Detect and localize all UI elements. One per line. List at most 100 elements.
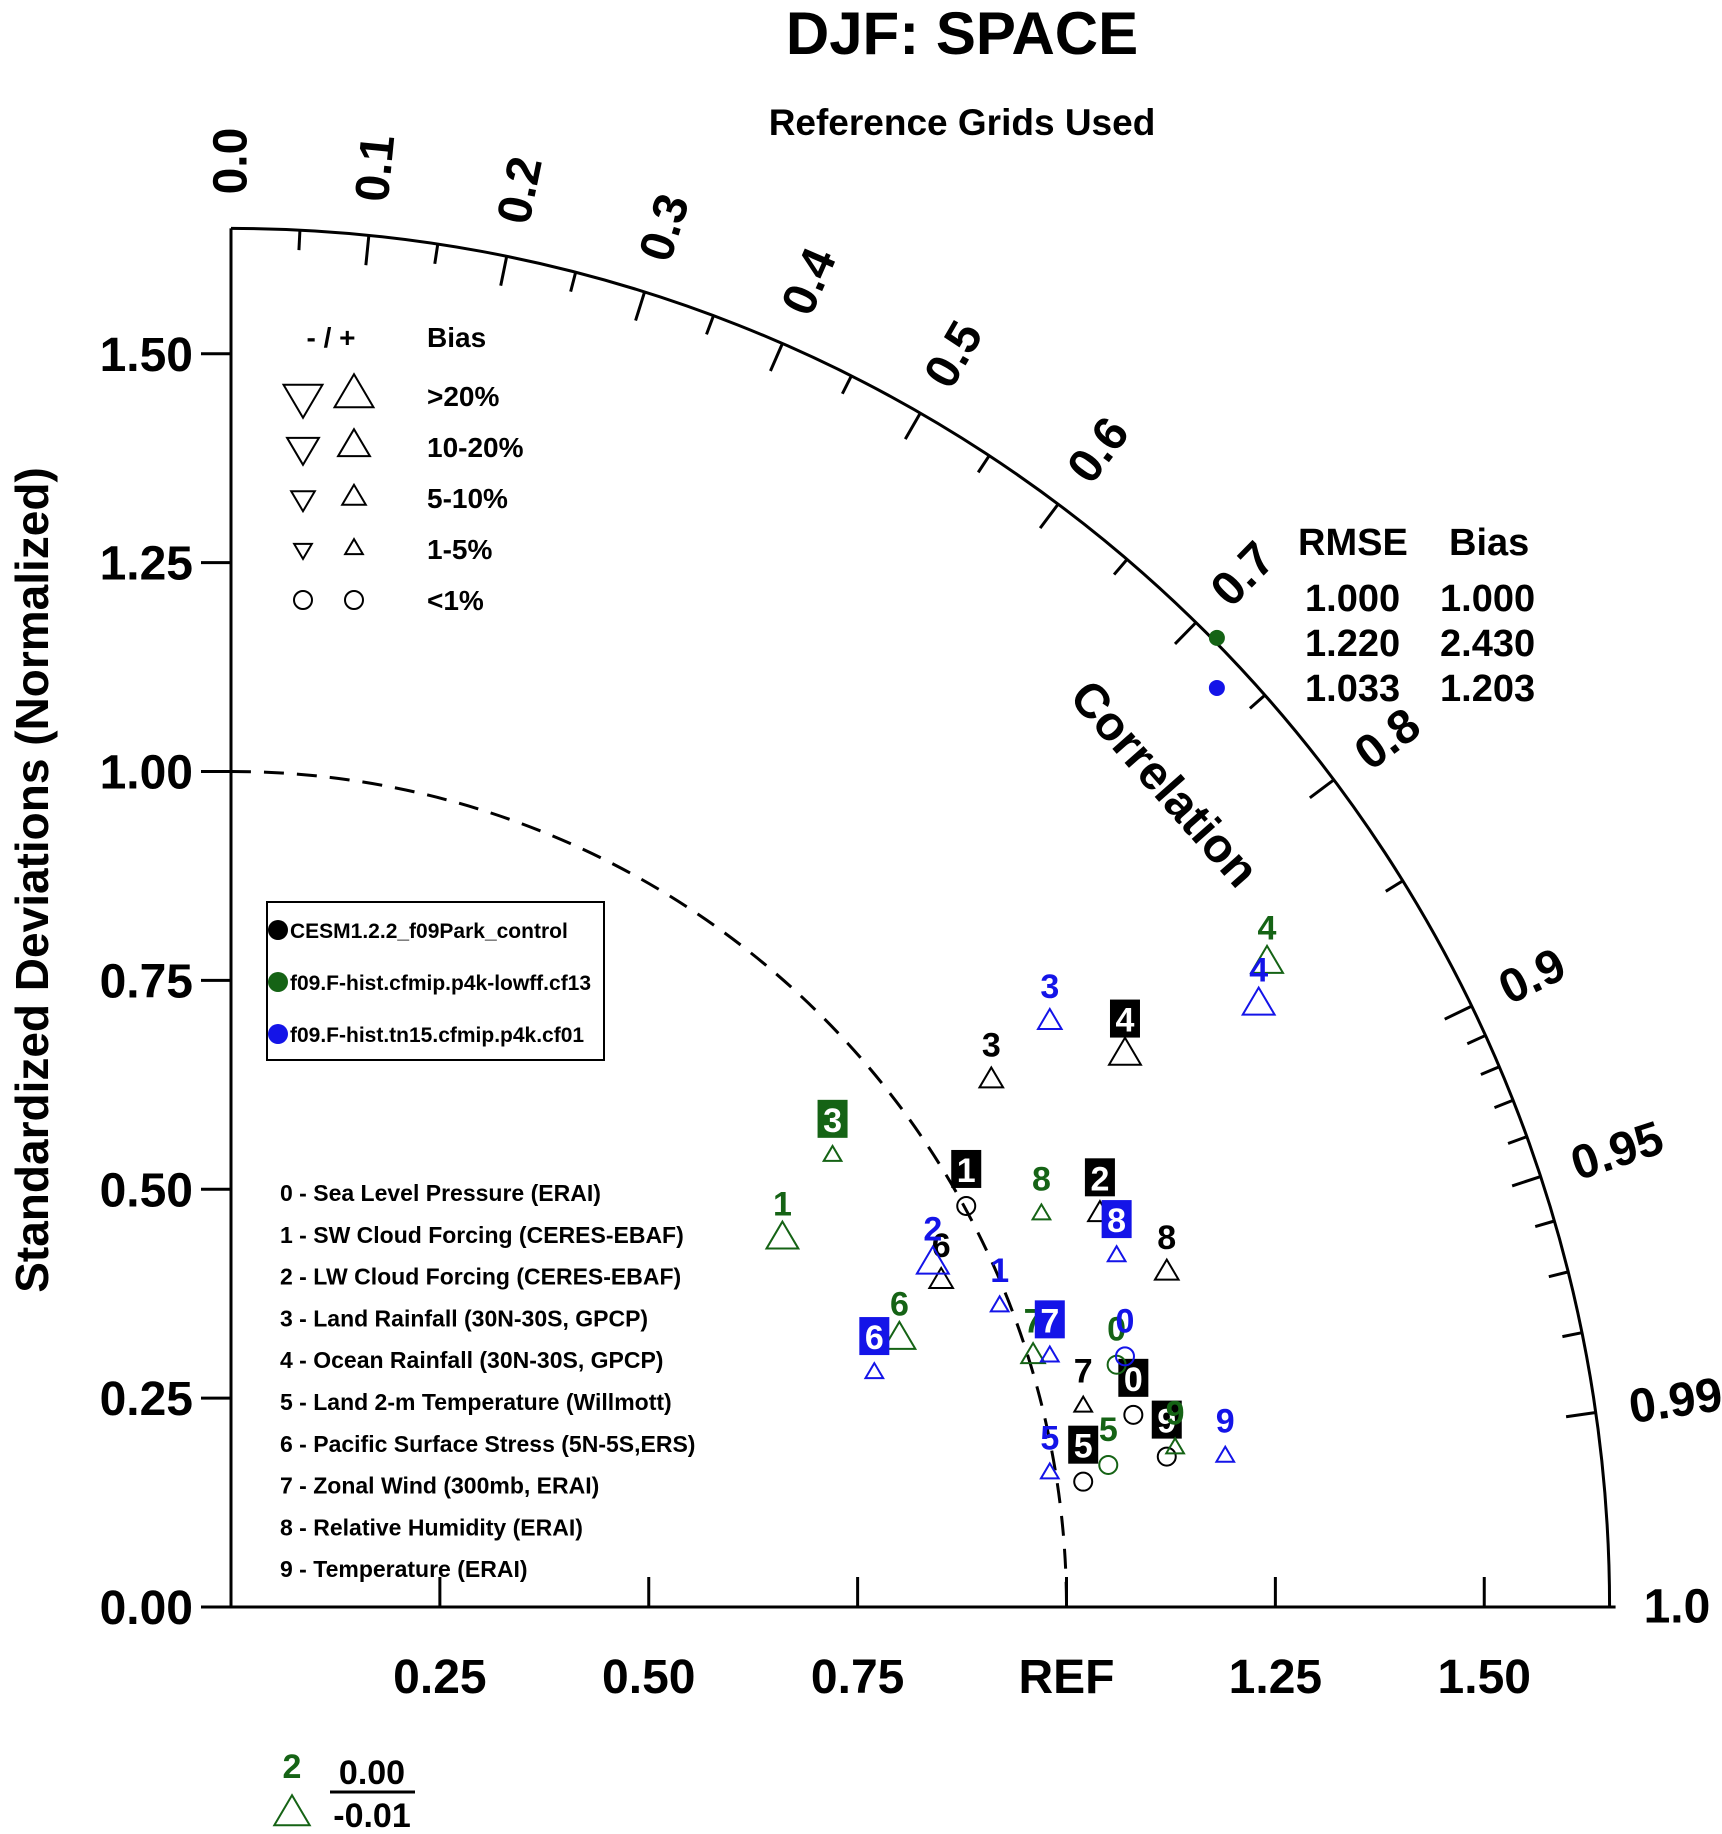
variable-legend-item: 1 - SW Cloud Forcing (CERES-EBAF) [280, 1222, 684, 1248]
case-legend-marker [268, 972, 288, 992]
data-point-label-box [1109, 999, 1140, 1038]
bias-legend-plus-symbol [343, 537, 365, 556]
data-point-label: 6 [890, 1286, 909, 1324]
data-point-marker [1073, 1471, 1094, 1492]
data-point-label: 1 [990, 1252, 1009, 1290]
correlation-tick-label: 0.95 [1565, 1112, 1670, 1192]
stats-rmse-value: 1.033 [1305, 668, 1400, 710]
case-legend-marker [268, 1024, 288, 1044]
data-point-label: 7 [1074, 1352, 1093, 1390]
correlation-tick [1038, 503, 1060, 530]
correlation-minor-tick [841, 375, 853, 395]
correlation-tick [769, 342, 784, 372]
data-point-marker [927, 1265, 955, 1289]
stats-header-bias: Bias [1449, 522, 1529, 564]
data-point-marker [1098, 1454, 1119, 1475]
variable-legend-item: 6 - Pacific Surface Stress (5N-5S,ERS) [280, 1431, 695, 1457]
y-tick-label: 1.00 [100, 747, 193, 800]
bias-legend-label: 1-5% [427, 534, 492, 565]
correlation-minor-tick [297, 230, 302, 251]
bias-legend-symbols-header: - / + [306, 322, 355, 353]
variable-legend-item: 9 - Temperature (ERAI) [280, 1556, 528, 1582]
variable-legend-item: 3 - Land Rainfall (30N-30S, GPCP) [280, 1305, 648, 1331]
data-point-marker [881, 1319, 918, 1350]
correlation-tick-label: 0.2 [488, 152, 553, 228]
stats-point-marker [1208, 629, 1225, 646]
correlation-tick [903, 412, 922, 440]
correlation-tick [364, 235, 371, 266]
case-legend-marker [268, 920, 288, 940]
data-point-label-box [1151, 1400, 1182, 1439]
data-point-marker [1019, 1341, 1047, 1365]
y-tick-label: 1.25 [100, 538, 193, 591]
stats-bias-value: 1.000 [1440, 578, 1535, 620]
bias-legend-plus-symbol [336, 427, 372, 458]
data-point-label: 9 [1157, 1403, 1176, 1441]
correlation-minor-tick [1466, 1034, 1487, 1046]
y-tick-label: 0.00 [100, 1582, 193, 1635]
chart-subtitle: Reference Grids Used [769, 102, 1156, 143]
correlation-tick-label: 0.8 [1345, 698, 1430, 780]
correlation-tick [1308, 778, 1335, 800]
correlation-tick-label: 0.9 [1491, 938, 1574, 1015]
data-point-label: 0 [1107, 1311, 1126, 1349]
chart-title: DJF: SPACE [786, 0, 1138, 67]
correlation-arc [230, 226, 1612, 1608]
bias-legend-label: 10-20% [427, 432, 524, 463]
data-point-label: 1 [957, 1152, 976, 1190]
bias-legend-label: <1% [427, 585, 484, 616]
stats-rmse-value: 1.220 [1305, 623, 1400, 665]
bias-legend-plus-symbol [344, 590, 364, 610]
correlation-minor-tick [433, 243, 440, 265]
correlation-tick [1173, 621, 1198, 645]
x-tick-label: 1.50 [1438, 1651, 1531, 1704]
stats-point-marker [1208, 679, 1225, 696]
data-point-label: 8 [1107, 1202, 1126, 1240]
data-point-label: 5 [1099, 1411, 1118, 1449]
correlation-tick [499, 255, 509, 286]
bias-legend-minus-symbol [285, 436, 321, 467]
variable-legend-item: 4 - Ocean Rainfall (30N-30S, GPCP) [280, 1347, 663, 1373]
reference-arc [230, 770, 1068, 1608]
correlation-tick-label: 0.5 [914, 313, 993, 397]
data-point-marker [977, 1065, 1005, 1089]
bias-legend-minus-symbol [289, 490, 317, 514]
variable-legend-item: 7 - Zonal Wind (300mb, ERAI) [280, 1473, 599, 1499]
data-point-label: 5 [1074, 1428, 1093, 1466]
correlation-tick-label: 0.0 [205, 128, 258, 195]
data-point-label: 3 [1040, 968, 1059, 1006]
data-point-marker [1114, 1346, 1135, 1367]
data-point-label: 9 [1166, 1394, 1185, 1432]
variable-legend-item: 8 - Relative Humidity (ERAI) [280, 1514, 583, 1540]
correlation-tick [1565, 1411, 1597, 1419]
data-point-marker [915, 1244, 951, 1275]
stats-bias-value: 2.430 [1440, 623, 1535, 665]
data-point-label: 9 [1216, 1403, 1235, 1441]
bias-legend-plus-symbol [340, 482, 368, 506]
correlation-minor-tick [569, 271, 578, 292]
correlation-tick-label: 0.1 [346, 132, 405, 204]
correlation-minor-tick [1548, 1270, 1569, 1279]
x-tick-label: 0.25 [393, 1651, 486, 1704]
correlation-tick-label: 0.3 [629, 188, 700, 268]
data-point-label: 6 [932, 1227, 951, 1265]
data-point-marker [956, 1195, 977, 1216]
bias-legend-minus-symbol [293, 590, 313, 610]
correlation-axis-label: Correlation [1060, 671, 1269, 898]
correlation-tick-label: 1.0 [1644, 1581, 1711, 1634]
y-tick-label: 0.75 [100, 955, 193, 1008]
data-point-label: 8 [1157, 1219, 1176, 1257]
data-point-label: 0 [1116, 1302, 1135, 1340]
variable-legend-item: 5 - Land 2-m Temperature (Willmott) [280, 1389, 672, 1415]
stats-header-rmse: RMSE [1298, 522, 1408, 564]
data-point-marker [1039, 1344, 1061, 1363]
bias-legend-label: >20% [427, 381, 499, 412]
x-tick-label: 1.25 [1229, 1651, 1322, 1704]
stats-rmse-value: 1.000 [1305, 578, 1400, 620]
data-point-marker [1072, 1394, 1094, 1413]
data-point-marker [1106, 1244, 1128, 1263]
x-tick-label: 0.50 [602, 1651, 695, 1704]
data-point-marker [1030, 1202, 1053, 1221]
correlation-tick [634, 291, 647, 321]
correlation-minor-tick [1507, 1135, 1528, 1145]
